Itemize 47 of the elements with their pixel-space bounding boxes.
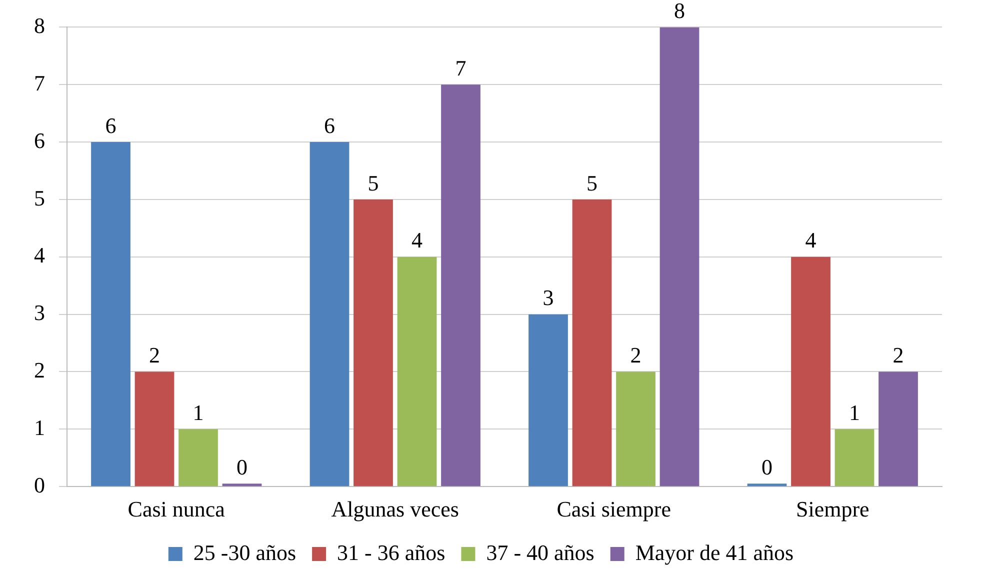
legend-label: 31 - 36 años — [337, 540, 446, 565]
legend-label: Mayor de 41 años — [635, 540, 794, 565]
bar — [178, 429, 218, 486]
data-label: 2 — [149, 342, 160, 368]
y-tick-label: 4 — [34, 242, 45, 268]
x-tick-label: Casi nunca — [128, 496, 226, 522]
data-label: 1 — [192, 400, 204, 425]
data-label: 2 — [892, 342, 904, 368]
data-label: 3 — [542, 285, 554, 310]
bar — [310, 142, 350, 486]
x-tick-label: Casi siempre — [556, 496, 672, 522]
data-label: 7 — [455, 55, 466, 80]
data-label: 5 — [368, 170, 379, 196]
bar — [528, 314, 568, 486]
y-tick-label: 7 — [34, 70, 45, 96]
y-tick-label: 6 — [34, 128, 45, 153]
y-tick-label: 5 — [34, 185, 45, 210]
data-label: 8 — [674, 0, 685, 23]
y-tick-label: 8 — [34, 12, 45, 38]
data-label: 0 — [762, 454, 772, 480]
bar — [441, 84, 480, 486]
legend-label: 37 - 40 años — [486, 540, 594, 565]
data-label: 6 — [324, 112, 335, 138]
bar — [91, 142, 130, 486]
y-tick-label: 2 — [34, 358, 45, 383]
bar — [354, 199, 393, 486]
y-tick-label: 3 — [34, 300, 45, 326]
bar — [878, 372, 918, 486]
data-label: 1 — [849, 400, 860, 425]
bar — [660, 27, 700, 486]
y-tick-label: 0 — [34, 472, 45, 498]
data-label: 4 — [805, 228, 816, 253]
bar — [397, 256, 437, 486]
bar — [572, 199, 612, 486]
bar — [834, 429, 874, 486]
data-label: 0 — [236, 454, 248, 480]
x-tick-label: Algunas veces — [331, 496, 459, 522]
bar — [134, 372, 174, 486]
bar — [616, 372, 656, 486]
bar — [791, 256, 830, 486]
data-label: 2 — [630, 342, 642, 368]
legend-label: 25 -30 años — [193, 540, 296, 565]
data-label: 5 — [586, 170, 598, 196]
data-label: 6 — [105, 112, 116, 138]
y-tick-label: 1 — [34, 414, 45, 440]
x-tick-label: Siempre — [796, 496, 870, 522]
data-label: 4 — [412, 228, 422, 253]
